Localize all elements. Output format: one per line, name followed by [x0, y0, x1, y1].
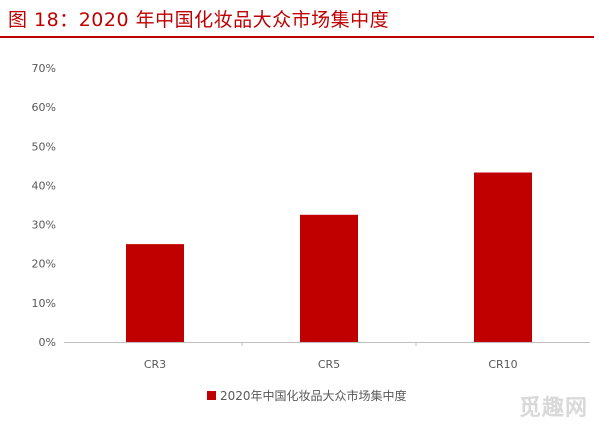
y-tick-label: 20%	[32, 258, 56, 271]
y-tick-label: 60%	[32, 101, 56, 114]
bar-cr3	[126, 244, 184, 342]
title-divider	[0, 36, 594, 38]
y-tick-label: 40%	[32, 179, 56, 192]
y-tick-label: 70%	[32, 62, 56, 75]
bar-chart: 0% 10% 20% 30% 40% 50% 60% 70% CR3 CR5 CR10 2020年中国…	[32, 62, 590, 403]
y-tick-label: 30%	[32, 219, 56, 232]
x-tick-label: CR10	[488, 358, 517, 371]
title-bar: 图 18：2020 年中国化妆品大众市场集中度	[0, 0, 594, 38]
bar-cr5	[300, 214, 358, 342]
bar-cr10	[474, 172, 532, 342]
x-tick-label: CR5	[318, 358, 340, 371]
y-tick-label: 0%	[39, 336, 56, 349]
legend-label: 2020年中国化妆品大众市场集中度	[220, 388, 407, 403]
page-title: 图 18：2020 年中国化妆品大众市场集中度	[8, 9, 390, 31]
y-tick-label: 50%	[32, 140, 56, 153]
watermark-logo: 觅趣网	[518, 396, 588, 421]
x-tick-label: CR3	[144, 358, 166, 371]
legend-swatch	[207, 391, 216, 400]
y-tick-label: 10%	[32, 297, 56, 310]
